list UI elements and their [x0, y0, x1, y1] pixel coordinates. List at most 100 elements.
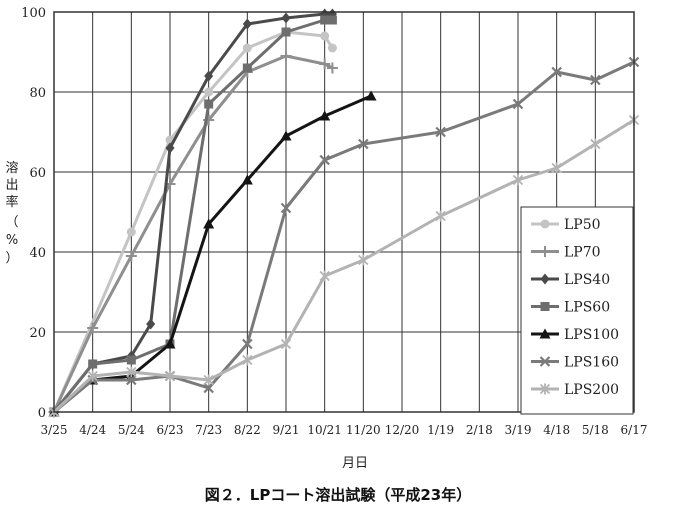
x-tick-label: 12/20: [385, 423, 420, 437]
data-point-lp50: [320, 31, 330, 41]
series-lps60: [49, 15, 337, 417]
figure-caption: 図２．LPコート溶出試験（平成23年）: [205, 486, 471, 504]
y-axis-label-line4: （: [5, 215, 18, 230]
data-point-lp50: [327, 43, 337, 53]
series-line-lp50: [52, 30, 334, 413]
tick-labels: 3/25 4/24 5/24 6/23 7/23 8/22 9/21 10/21 11/20 12…: [21, 6, 647, 437]
legend-marker-lp50: [540, 219, 550, 229]
x-axis-label: 月日: [342, 456, 368, 471]
y-axis-label-line3: 率: [5, 194, 18, 210]
series-line-lps200: [52, 118, 635, 414]
data-point-lps60: [126, 355, 136, 365]
y-axis-label: 溶 出 率 （ % ）: [5, 161, 18, 266]
x-tick-label: 4/24: [79, 423, 106, 437]
legend-marker-lps40: [540, 273, 550, 285]
data-point-lp70: [326, 62, 338, 74]
data-point-lps100: [280, 130, 292, 141]
data-point-lps40: [146, 318, 156, 330]
x-tick-label: 3/25: [41, 423, 68, 437]
legend-box: [520, 206, 634, 415]
data-point-lps160: [280, 202, 292, 214]
x-tick-label: 5/24: [118, 423, 145, 437]
legend-label-lps160: LPS160: [564, 355, 619, 371]
y-axis-label-line5: %: [6, 233, 18, 248]
data-point-lps60: [281, 27, 291, 37]
data-point-lps200: [126, 366, 137, 378]
data-point-lp70: [125, 250, 137, 262]
x-tick-label: 10/21: [307, 423, 342, 437]
data-point-lp70: [87, 322, 99, 334]
series-lps200: [48, 114, 640, 418]
data-point-lps160: [203, 382, 214, 394]
data-point-lp50: [242, 43, 252, 53]
plot-frame: [53, 11, 635, 413]
y-tick-label: 20: [29, 326, 46, 341]
data-point-lps160: [126, 374, 137, 386]
data-point-lps40: [165, 142, 175, 154]
data-point-lps160: [435, 126, 446, 138]
data-point-lps200: [242, 354, 253, 366]
series-line-lps160: [53, 60, 635, 414]
legend-label-lps40: LPS40: [564, 272, 610, 288]
y-tick-label: 40: [29, 246, 46, 261]
data-point-lps200: [87, 370, 98, 382]
x-tick-label: 11/20: [346, 423, 381, 437]
data-point-lp50: [204, 87, 214, 97]
data-point-lps60: [88, 359, 98, 369]
legend-label-lps100: LPS100: [564, 327, 619, 343]
legend-label-lps200: LPS200: [564, 382, 619, 398]
x-tick-label: 5/18: [582, 423, 609, 437]
x-tick-label: 9/21: [273, 423, 300, 437]
legend-marker-lps160: [539, 356, 551, 367]
data-point-lps200: [280, 338, 292, 350]
data-point-lps40: [242, 18, 252, 30]
y-tick-label: 80: [29, 86, 46, 101]
legend-label-lp70: LP70: [564, 245, 601, 261]
data-point-lps60: [320, 15, 330, 25]
x-tick-label: 2/18: [466, 423, 493, 437]
x-tick-label: 6/17: [621, 423, 648, 437]
data-point-lps200: [319, 270, 330, 282]
data-point-lp70: [280, 50, 292, 62]
data-point-lps160: [551, 66, 562, 78]
data-point-lps100: [241, 174, 253, 185]
data-point-lps160: [242, 338, 253, 350]
x-tick-label: 8/22: [234, 423, 261, 437]
y-axis-label-line6: ）: [5, 251, 18, 266]
series-line-lps40: [52, 12, 333, 413]
x-tick-label: 1/19: [427, 423, 454, 437]
y-axis-label-line2: 出: [5, 178, 18, 193]
legend: LP50 LP70 LPS40 LPS60 LPS100 LPS160 LPS200: [520, 206, 634, 415]
data-point-lps100: [319, 110, 331, 121]
data-point-lps200: [358, 254, 369, 266]
x-tick-label: 7/23: [195, 423, 222, 437]
y-axis-label-line1: 溶: [5, 161, 18, 176]
x-tick-label: 4/18: [543, 423, 570, 437]
x-tick-label: 6/23: [157, 423, 184, 437]
data-point-lps60: [327, 15, 337, 25]
y-tick-label: 60: [29, 166, 46, 181]
data-point-lps200: [435, 210, 446, 222]
legend-marker-lps200: [539, 383, 551, 395]
y-tick-label: 0: [38, 406, 46, 421]
y-tick-label: 100: [21, 6, 46, 21]
data-point-lps100: [164, 338, 176, 349]
data-point-lps100: [365, 90, 377, 101]
data-point-lp50: [126, 227, 136, 237]
data-point-lps160: [358, 138, 369, 150]
data-point-lps200: [512, 174, 524, 186]
data-point-lps40: [204, 70, 214, 82]
data-point-lps40: [281, 12, 291, 24]
data-point-lps200: [590, 138, 601, 150]
data-point-lps60: [242, 63, 252, 73]
data-point-lps200: [551, 162, 562, 174]
legend-label-lp50: LP50: [564, 217, 601, 233]
legend-marker-lps60: [540, 302, 550, 311]
data-point-lp70: [319, 58, 331, 70]
legend-label-lps60: LPS60: [564, 300, 610, 316]
data-point-lps160: [319, 154, 330, 166]
data-point-lps200: [203, 374, 214, 386]
data-point-lps60: [204, 99, 214, 109]
